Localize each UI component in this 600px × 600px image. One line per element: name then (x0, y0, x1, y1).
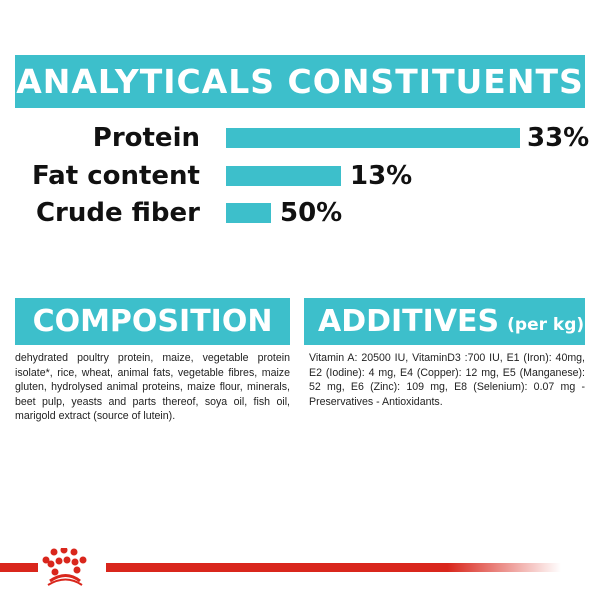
composition-text: dehydrated poultry protein, maize, veget… (15, 352, 290, 422)
fiber-value: 50% (280, 198, 343, 228)
fat-value: 13% (350, 161, 413, 191)
protein-bar (226, 128, 520, 148)
protein-value: 33% (527, 123, 590, 153)
footer-line-right (106, 563, 561, 572)
fat-label: Fat content (31, 161, 200, 191)
additives-unit: (per kg) (507, 314, 585, 335)
additives-title: ADDITIVES (318, 304, 500, 339)
additives-header: ADDITIVES (per kg) (304, 298, 585, 345)
fat-bar (226, 166, 341, 186)
protein-label: Protein (92, 123, 200, 153)
composition-header: COMPOSITION (15, 298, 290, 345)
fiber-label: Crude fiber (35, 198, 200, 228)
analyticals-header: ANALYTICALS CONSTITUENTS (15, 55, 585, 108)
footer-line-left (0, 563, 38, 572)
fiber-bar (226, 203, 271, 223)
royal-canin-crown-icon (42, 548, 87, 586)
additives-text: Vitamin A: 20500 IU, VitaminD3 :700 IU, … (309, 352, 585, 408)
